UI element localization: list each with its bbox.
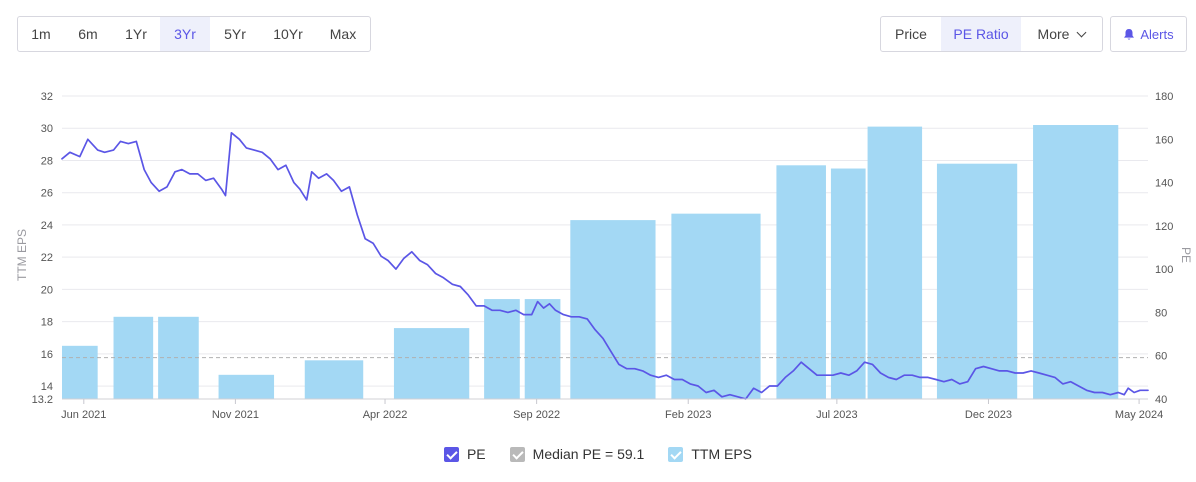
eps-bar <box>158 316 199 399</box>
left-axis-title: TTM EPS <box>15 229 29 281</box>
x-tick-label: Dec 2023 <box>965 409 1012 421</box>
eps-bar <box>393 328 470 399</box>
eps-bar <box>570 220 656 399</box>
left-tick-label: 32 <box>41 91 53 103</box>
right-tick-label: 100 <box>1155 264 1173 276</box>
left-tick-label: 16 <box>41 349 53 361</box>
right-tick-label: 40 <box>1155 394 1167 406</box>
pe-line-layer <box>61 131 1149 400</box>
eps-bar <box>867 126 923 399</box>
left-tick-label: 14 <box>41 381 53 393</box>
legend-label-pe: PE <box>466 446 486 462</box>
chart-legend: PE Median PE = 59.1 TTM EPS <box>0 446 1196 462</box>
eps-bar <box>484 299 520 399</box>
x-tick-label: Feb 2023 <box>665 409 711 421</box>
right-tick-label: 120 <box>1155 221 1173 233</box>
eps-bar <box>776 165 826 399</box>
x-tick-label: Sep 2022 <box>513 409 560 421</box>
x-tick-label: Jul 2023 <box>816 409 858 421</box>
more-dropdown[interactable]: More <box>1021 17 1102 51</box>
eps-bar <box>524 299 561 399</box>
more-label: More <box>1037 26 1070 42</box>
price-button[interactable]: Price <box>895 26 927 42</box>
pe-line <box>61 131 1149 400</box>
left-tick-label: 20 <box>41 284 53 296</box>
left-tick-label: 28 <box>41 155 53 167</box>
x-tick-label: May 2024 <box>1115 409 1163 421</box>
right-tick-label: 60 <box>1155 351 1167 363</box>
right-tick-label: 80 <box>1155 307 1167 319</box>
alerts-label: Alerts <box>1140 26 1174 42</box>
range-button-1m[interactable]: 1m <box>31 26 51 42</box>
right-axis-title: PE <box>1179 247 1193 263</box>
right-tick-label: 180 <box>1155 91 1173 103</box>
eps-bar <box>936 163 1018 399</box>
check-icon <box>443 446 459 462</box>
x-tick-label: Jun 2021 <box>61 409 106 421</box>
left-min-label: 13.2 <box>32 394 53 406</box>
right-tick-label: 140 <box>1155 178 1173 190</box>
left-tick-label: 24 <box>41 220 53 232</box>
range-button-10yr[interactable]: 10Yr <box>273 26 303 42</box>
legend-item-median-pe[interactable]: Median PE = 59.1 <box>509 446 645 462</box>
range-button-5yr[interactable]: 5Yr <box>224 26 246 42</box>
left-tick-label: 22 <box>41 252 53 264</box>
left-tick-label: 18 <box>41 317 53 329</box>
left-tick-label: 30 <box>41 123 53 135</box>
eps-bar <box>1033 125 1119 400</box>
check-icon <box>509 446 525 462</box>
legend-item-pe[interactable]: PE <box>443 446 486 462</box>
range-selector: 1m 6m 1Yr 3Yr 5Yr 10Yr Max <box>17 16 371 52</box>
eps-bar <box>62 345 98 399</box>
eps-bar <box>304 360 364 399</box>
check-icon <box>668 446 684 462</box>
eps-bar <box>218 374 275 399</box>
range-button-1yr[interactable]: 1Yr <box>125 26 147 42</box>
x-tick-label: Nov 2021 <box>212 409 259 421</box>
pe-ratio-button[interactable]: PE Ratio <box>941 17 1021 51</box>
legend-label-median-pe: Median PE = 59.1 <box>532 446 645 462</box>
range-button-max[interactable]: Max <box>329 26 357 42</box>
eps-bar <box>671 213 761 399</box>
left-tick-label: 26 <box>41 188 53 200</box>
alerts-button[interactable]: Alerts <box>1110 16 1187 52</box>
range-button-6m[interactable]: 6m <box>78 26 98 42</box>
eps-bars <box>62 125 1119 400</box>
x-tick-label: Apr 2022 <box>363 409 408 421</box>
bell-icon <box>1124 28 1135 40</box>
legend-item-ttm-eps[interactable]: TTM EPS <box>668 446 752 462</box>
eps-bar <box>830 168 866 399</box>
range-button-3yr[interactable]: 3Yr <box>160 17 210 51</box>
view-selector: Price PE Ratio More <box>880 16 1103 52</box>
axes: 14 16 18 20 22 24 26 28 30 32 13.2 40 60 80 100 120 140 1… <box>15 91 1193 421</box>
right-tick-label: 160 <box>1155 134 1173 146</box>
legend-label-ttm-eps: TTM EPS <box>691 446 753 462</box>
